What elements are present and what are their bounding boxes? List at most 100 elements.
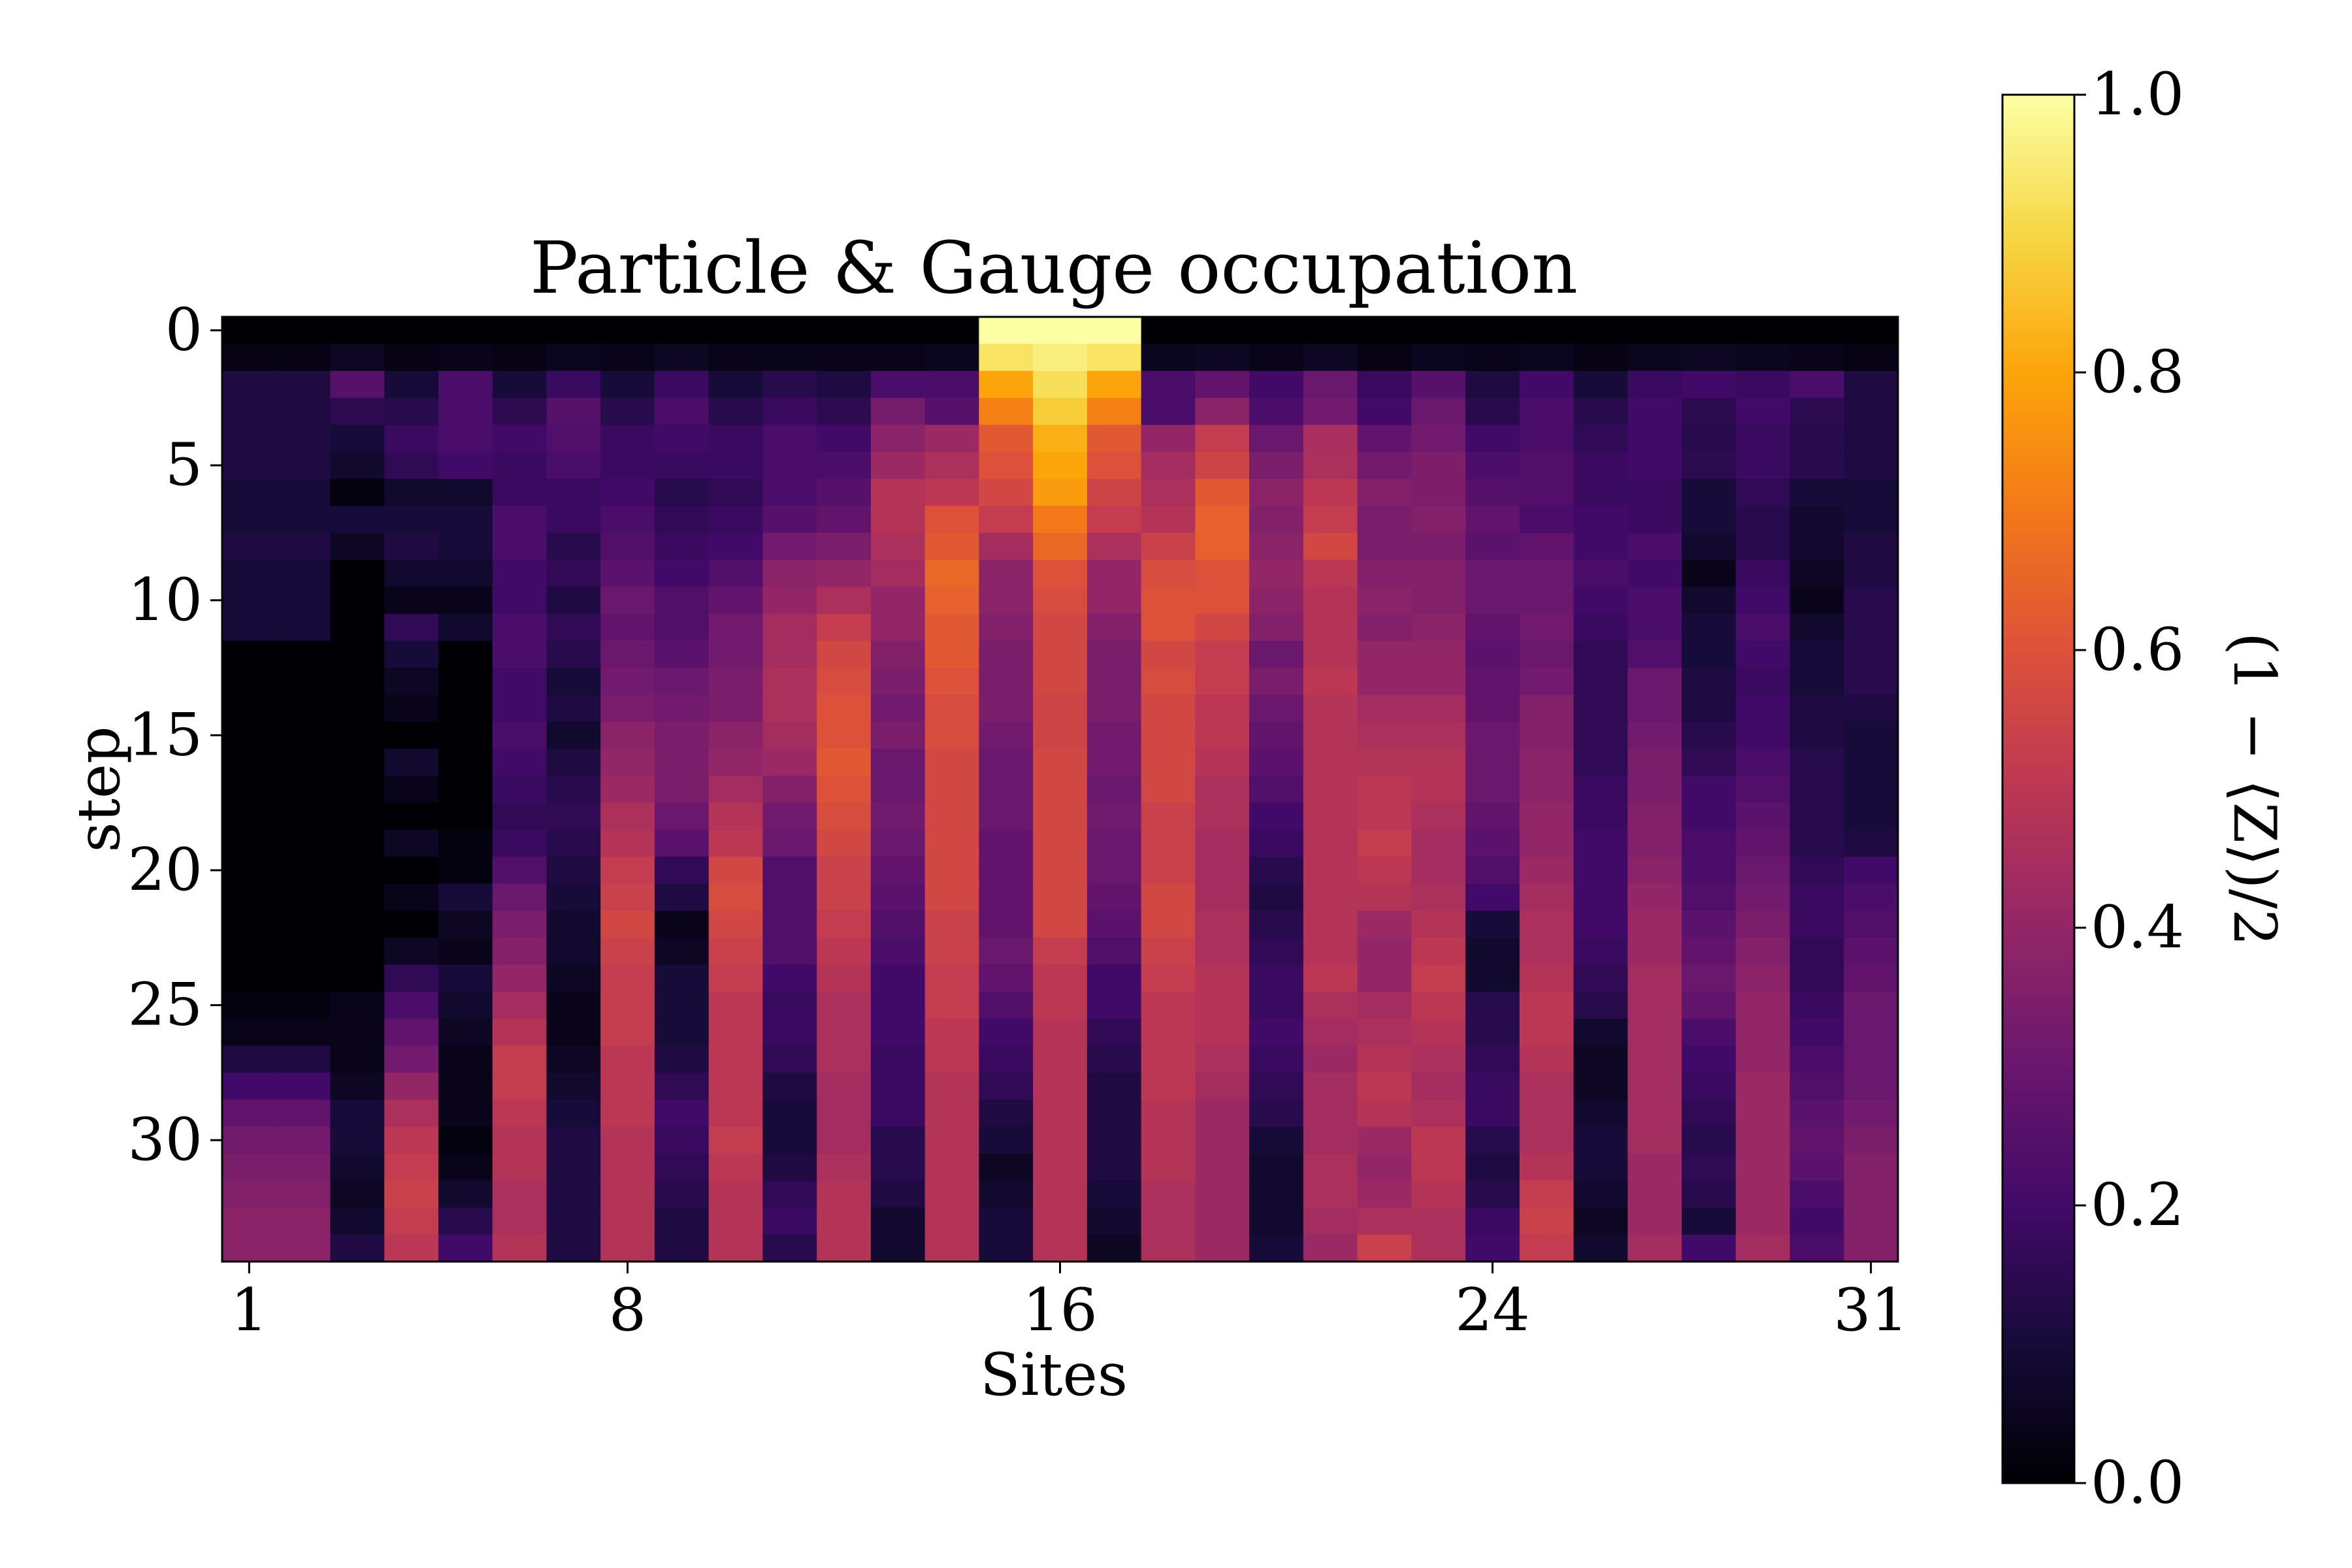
heatmap-cell [1735, 1126, 1791, 1154]
heatmap-cell [330, 1207, 385, 1235]
heatmap-cell [1303, 425, 1358, 453]
heatmap-cell [1249, 1019, 1304, 1047]
heatmap-cell [654, 910, 710, 938]
heatmap-cell [1086, 1045, 1142, 1073]
heatmap-cell [1844, 1126, 1899, 1154]
heatmap-cell [654, 829, 710, 857]
heatmap-cell [330, 1100, 385, 1128]
heatmap-cell [654, 1072, 710, 1100]
heatmap-cell [276, 613, 331, 642]
heatmap-cell [492, 694, 547, 723]
heatmap-cell [1627, 1207, 1682, 1235]
colorbar-tick-label: 0.0 [2091, 1448, 2184, 1517]
heatmap-cell [1519, 1126, 1575, 1154]
heatmap-cell [1141, 587, 1196, 615]
heatmap-cell [1789, 1100, 1844, 1128]
heatmap-cell [1519, 1100, 1575, 1128]
heatmap-cell [1789, 910, 1844, 938]
heatmap-cell [330, 344, 385, 372]
heatmap-cell [330, 883, 385, 911]
heatmap-cell [600, 829, 655, 857]
heatmap-cell [1086, 613, 1142, 642]
heatmap-cell [1789, 451, 1844, 480]
heatmap-cell [1357, 938, 1412, 966]
heatmap-cell [979, 478, 1034, 506]
heatmap-cell [817, 478, 872, 506]
heatmap-cell [1086, 694, 1142, 723]
heatmap-cell [870, 1181, 926, 1208]
heatmap-cell [1411, 938, 1466, 966]
heatmap-cell [1844, 857, 1899, 885]
heatmap-cell [438, 370, 493, 399]
heatmap-cell [1627, 991, 1682, 1019]
heatmap-cell [1195, 694, 1250, 723]
heatmap-cell [1465, 668, 1520, 695]
heatmap-cell [546, 1207, 601, 1235]
heatmap-cell [1844, 694, 1899, 723]
heatmap-cell [1141, 668, 1196, 695]
heatmap-cell [1789, 1126, 1844, 1154]
heatmap-cell [979, 721, 1034, 749]
heatmap-cell [924, 451, 979, 480]
heatmap-cell [546, 506, 601, 534]
heatmap-cell [222, 991, 277, 1019]
heatmap-cell [600, 397, 655, 425]
heatmap-cell [1411, 1019, 1466, 1047]
heatmap-cell [276, 1207, 331, 1235]
heatmap-cell [222, 506, 277, 534]
heatmap-cell [979, 857, 1034, 885]
heatmap-cell [1735, 1019, 1791, 1047]
heatmap-cell [492, 776, 547, 804]
heatmap-cell [708, 1153, 764, 1181]
heatmap-cell [979, 668, 1034, 695]
heatmap-cell [1627, 613, 1682, 642]
heatmap-cell [1357, 1234, 1412, 1262]
heatmap-cell [1573, 1100, 1628, 1128]
heatmap-cell [330, 910, 385, 938]
heatmap-cell [1519, 613, 1575, 642]
heatmap-cell [600, 532, 655, 561]
colorbar-tick-label: 0.6 [2091, 615, 2184, 684]
heatmap-cell [1411, 587, 1466, 615]
heatmap-cell [1573, 478, 1628, 506]
heatmap-cell [546, 1181, 601, 1208]
heatmap-cell [438, 668, 493, 695]
heatmap-cell [1086, 1019, 1142, 1047]
heatmap-cell [1195, 1153, 1250, 1181]
heatmap-cell [817, 559, 872, 587]
heatmap-cell [708, 910, 764, 938]
heatmap-cell [1465, 532, 1520, 561]
heatmap-cell [1627, 478, 1682, 506]
heatmap-cell [492, 370, 547, 399]
heatmap-cell [1735, 668, 1791, 695]
heatmap-cell [870, 317, 926, 344]
heatmap-cell [222, 344, 277, 372]
heatmap-cell [924, 776, 979, 804]
heatmap-cell [438, 425, 493, 453]
heatmap-cell [870, 478, 926, 506]
heatmap-cell [492, 1072, 547, 1100]
heatmap-cell [1465, 1045, 1520, 1073]
heatmap-cell [1627, 1100, 1682, 1128]
heatmap-cell [708, 802, 764, 830]
heatmap-cell [1519, 1207, 1575, 1235]
heatmap-cell [979, 640, 1034, 668]
heatmap-cell [708, 829, 764, 857]
heatmap-cell [1195, 451, 1250, 480]
heatmap-cell [492, 1234, 547, 1262]
heatmap-cell [762, 317, 817, 344]
heatmap-cell [1735, 829, 1791, 857]
heatmap-cell [817, 694, 872, 723]
heatmap-cell [1303, 397, 1358, 425]
heatmap-cell [1033, 344, 1088, 372]
heatmap-cell [330, 1126, 385, 1154]
heatmap-cell [1465, 964, 1520, 992]
heatmap-cell [1682, 991, 1737, 1019]
heatmap-cell [654, 559, 710, 587]
heatmap-cell [276, 1100, 331, 1128]
heatmap-cell [384, 749, 439, 776]
heatmap-cell [1357, 776, 1412, 804]
heatmap-cell [870, 506, 926, 534]
heatmap-cell [708, 640, 764, 668]
heatmap-cell [330, 964, 385, 992]
